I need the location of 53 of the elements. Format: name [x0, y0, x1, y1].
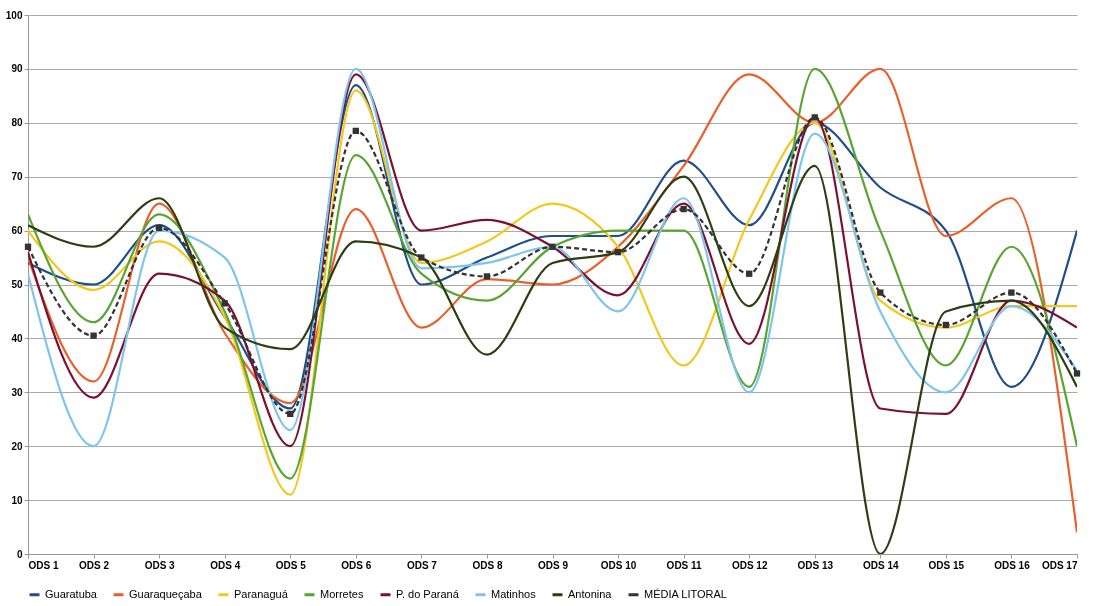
x-tick-label: ODS 10 — [600, 559, 637, 571]
x-tick-label: ODS 5 — [275, 559, 307, 571]
y-tick-label: 50 — [11, 279, 23, 290]
x-tick-label: ODS 17 — [1041, 559, 1078, 571]
x-tick-label: ODS 15 — [928, 559, 965, 571]
point — [877, 289, 884, 296]
x-tick-label: ODS 9 — [537, 559, 569, 571]
x-tick-label: ODS 6 — [341, 559, 372, 571]
x-tick-label: ODS 3 — [144, 559, 176, 571]
point — [549, 243, 556, 250]
x-tick-label: ODS 1 — [28, 559, 59, 571]
legend-label: Antonina — [568, 587, 613, 600]
point — [221, 300, 228, 307]
legend-label: P. do Paraná — [396, 587, 460, 600]
point — [942, 321, 950, 329]
legend-label: Guaraqueçaba — [129, 587, 203, 600]
y-tick-label: 60 — [11, 225, 23, 237]
x-tick-label: ODS 8 — [472, 559, 503, 571]
legend-label: Paranaguá — [234, 587, 289, 600]
legend-label: MÉDIA LITORAL — [644, 587, 727, 600]
point — [1008, 289, 1015, 296]
y-tick-label: 90 — [11, 63, 23, 75]
y-tick-label: 30 — [11, 386, 23, 398]
y-tick-label: 40 — [11, 332, 23, 344]
x-tick-label: ODS 16 — [994, 559, 1031, 571]
point — [418, 254, 425, 261]
legend-label: Guaratuba — [45, 587, 98, 600]
y-tick-label: 10 — [11, 494, 23, 506]
point — [811, 114, 818, 121]
legend-label: Matinhos — [491, 587, 537, 600]
point — [614, 249, 622, 256]
y-tick-label: 100 — [5, 9, 23, 21]
y-tick-label: 0 — [16, 548, 23, 560]
point — [1073, 370, 1081, 377]
x-tick-label: ODS 4 — [210, 559, 241, 571]
point — [155, 224, 163, 232]
point — [483, 273, 491, 280]
x-tick-label: ODS 13 — [797, 559, 834, 571]
y-tick-label: 20 — [11, 440, 23, 452]
x-tick-label: ODS 11 — [666, 559, 703, 571]
point — [287, 410, 294, 418]
y-tick-label: 80 — [11, 117, 23, 129]
point — [680, 205, 687, 213]
point — [24, 243, 32, 250]
point — [352, 127, 359, 135]
point — [746, 270, 753, 277]
legend-label: Morretes — [320, 587, 364, 600]
x-tick-label: ODS 7 — [406, 559, 438, 571]
y-tick-label: 70 — [11, 171, 23, 183]
x-tick-label: ODS 12 — [731, 559, 768, 571]
point — [90, 332, 97, 339]
x-tick-label: ODS 14 — [863, 559, 900, 571]
x-tick-label: ODS 2 — [79, 559, 110, 571]
